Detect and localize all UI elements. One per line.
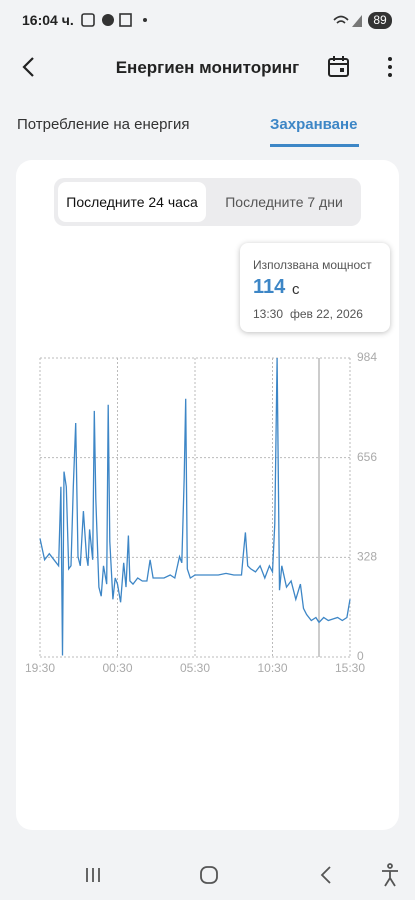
x-tick-label: 10:30 (257, 661, 287, 675)
status-icons (81, 13, 147, 27)
nav-bar (86, 863, 398, 887)
tooltip-label: Използвана мощност (253, 258, 372, 272)
tooltip-unit: с (292, 281, 300, 298)
tab-indicator (270, 144, 359, 147)
y-tick-label: 328 (357, 550, 377, 564)
chart: 0 328 656 984 19:30 00:30 05:30 10:30 15:30 (25, 350, 377, 675)
tooltip-time: 13:30 (253, 307, 284, 321)
range-option[interactable]: Последните 24 часа (58, 182, 206, 222)
tooltip: Използвана мощност 114 с 13:30 фев 22, 2… (240, 243, 390, 332)
battery: 89 (368, 12, 392, 29)
status-time: 16:04 ч. (22, 12, 74, 28)
tab[interactable]: Захранване (270, 116, 358, 133)
back-button[interactable] (18, 55, 42, 79)
x-tick-label: 19:30 (25, 661, 55, 675)
header-title: Енергиен мониторинг (115, 58, 300, 77)
x-tick-label: 15:30 (335, 661, 365, 675)
calendar-button[interactable] (327, 55, 351, 79)
tooltip-date: фев 22, 2026 (290, 307, 363, 321)
range-option[interactable]: Последните 7 дни (225, 194, 343, 210)
tab[interactable]: Потребление на енергия (17, 116, 190, 133)
x-tick-label: 05:30 (180, 661, 210, 675)
x-tick-label: 00:30 (102, 661, 132, 675)
y-tick-label: 984 (357, 350, 377, 364)
menu-button[interactable] (380, 55, 400, 79)
y-tick-label: 0 (357, 649, 364, 663)
tooltip-value: 114 (253, 276, 286, 298)
y-tick-label: 656 (357, 450, 377, 464)
data-line (39, 357, 351, 656)
signal-icons (333, 15, 362, 27)
